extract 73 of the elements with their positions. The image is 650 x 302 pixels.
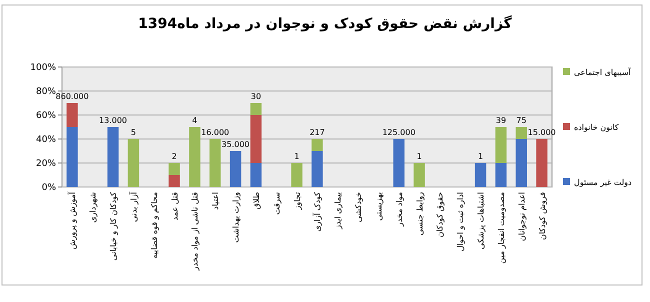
annotation: 16.000 <box>201 128 230 137</box>
x-tick-label: وزارت بهداشت <box>232 192 241 243</box>
annotation: 15.000 <box>528 128 556 137</box>
x-tick-label: مواد مخدر <box>394 192 404 228</box>
bar <box>516 127 527 139</box>
annotation: 860.000 <box>56 92 89 101</box>
bar <box>66 103 78 127</box>
x-tick-label: شهرداری <box>88 192 98 223</box>
annotation: 125.000 <box>382 128 416 137</box>
bar <box>250 115 262 163</box>
x-tick-label: سرقت <box>272 192 282 215</box>
annotation: 2 <box>172 152 177 161</box>
bar <box>107 127 119 187</box>
bar <box>516 139 527 187</box>
y-tick-label: 80% <box>36 87 56 97</box>
x-tick-label: کودکان کار و خیابانی <box>109 192 118 261</box>
bar <box>312 151 323 187</box>
bar <box>128 139 140 187</box>
x-tick-label: آزار بدنی <box>128 191 138 222</box>
annotation: 1 <box>294 152 300 161</box>
x-tick-label: اشتباهات پزشکی <box>476 192 486 250</box>
bar <box>312 139 323 151</box>
x-tick-label: قتل عمد <box>170 192 180 220</box>
x-tick-label: اعدام نوجوانان <box>517 192 526 242</box>
y-tick-label: 100% <box>30 63 56 73</box>
bar <box>291 163 302 187</box>
annotation: 4 <box>192 116 198 125</box>
bar <box>168 163 180 175</box>
annotation: 35.000 <box>222 140 250 149</box>
legend-label: دولت غیر مسئول <box>574 178 632 187</box>
x-tick-label: آموزش و پرورش <box>67 191 78 250</box>
y-tick-label: 40% <box>36 135 56 145</box>
x-tick-label: اعتیاد <box>211 192 220 210</box>
x-tick-label: محاکم و قوه قضاییه <box>150 192 159 259</box>
annotation: 5 <box>130 128 136 137</box>
x-tick-label: طلاق <box>252 192 261 210</box>
x-tick-label: فروش کودکان <box>538 192 547 240</box>
x-tick-label: قتل ناشی از مواد مخدر <box>190 192 200 272</box>
x-tick-label: خودکشی <box>354 192 364 222</box>
chart-title: گزارش نقض حقوق کودک و نوجوان در مرداد ماه1394 <box>138 15 513 32</box>
y-tick-label: 60% <box>36 111 56 121</box>
bar <box>250 163 262 187</box>
annotation: 30 <box>250 92 262 101</box>
legend-label: آسیبهای اجتماعی <box>574 67 632 77</box>
bar <box>536 139 548 187</box>
annotation: 217 <box>310 128 325 137</box>
x-tick-label: حقوق کودکان <box>436 192 445 238</box>
y-tick-label: 20% <box>36 159 56 169</box>
bar <box>210 139 221 187</box>
bar <box>495 163 507 187</box>
x-tick-label: روابط جنسی <box>415 192 424 236</box>
legend-label: کانون خانواده <box>574 123 619 132</box>
x-tick-label: مصدومیت انفجار مین <box>496 192 506 264</box>
x-tick-label: بهزیستی <box>374 192 384 221</box>
annotation: 75 <box>516 116 526 125</box>
x-tick-label: اداره ثبت و احوال <box>456 192 466 252</box>
bar <box>189 127 200 187</box>
bar <box>414 163 425 187</box>
y-tick-label: 0% <box>42 183 56 193</box>
x-tick-label: تجاوز <box>292 192 302 211</box>
bar <box>230 151 242 187</box>
bar <box>66 127 78 187</box>
annotation: 39 <box>496 116 506 125</box>
x-tick-label: بیماری ایدز <box>334 192 343 230</box>
bar <box>393 139 404 187</box>
x-tick-label: کودک آزاری <box>312 192 322 232</box>
annotation: 1 <box>416 152 422 161</box>
bar <box>495 127 507 163</box>
bar <box>168 175 180 187</box>
bar <box>250 103 262 115</box>
bar <box>474 163 486 187</box>
annotation: 1 <box>478 152 484 161</box>
annotation: 13.000 <box>99 116 128 125</box>
